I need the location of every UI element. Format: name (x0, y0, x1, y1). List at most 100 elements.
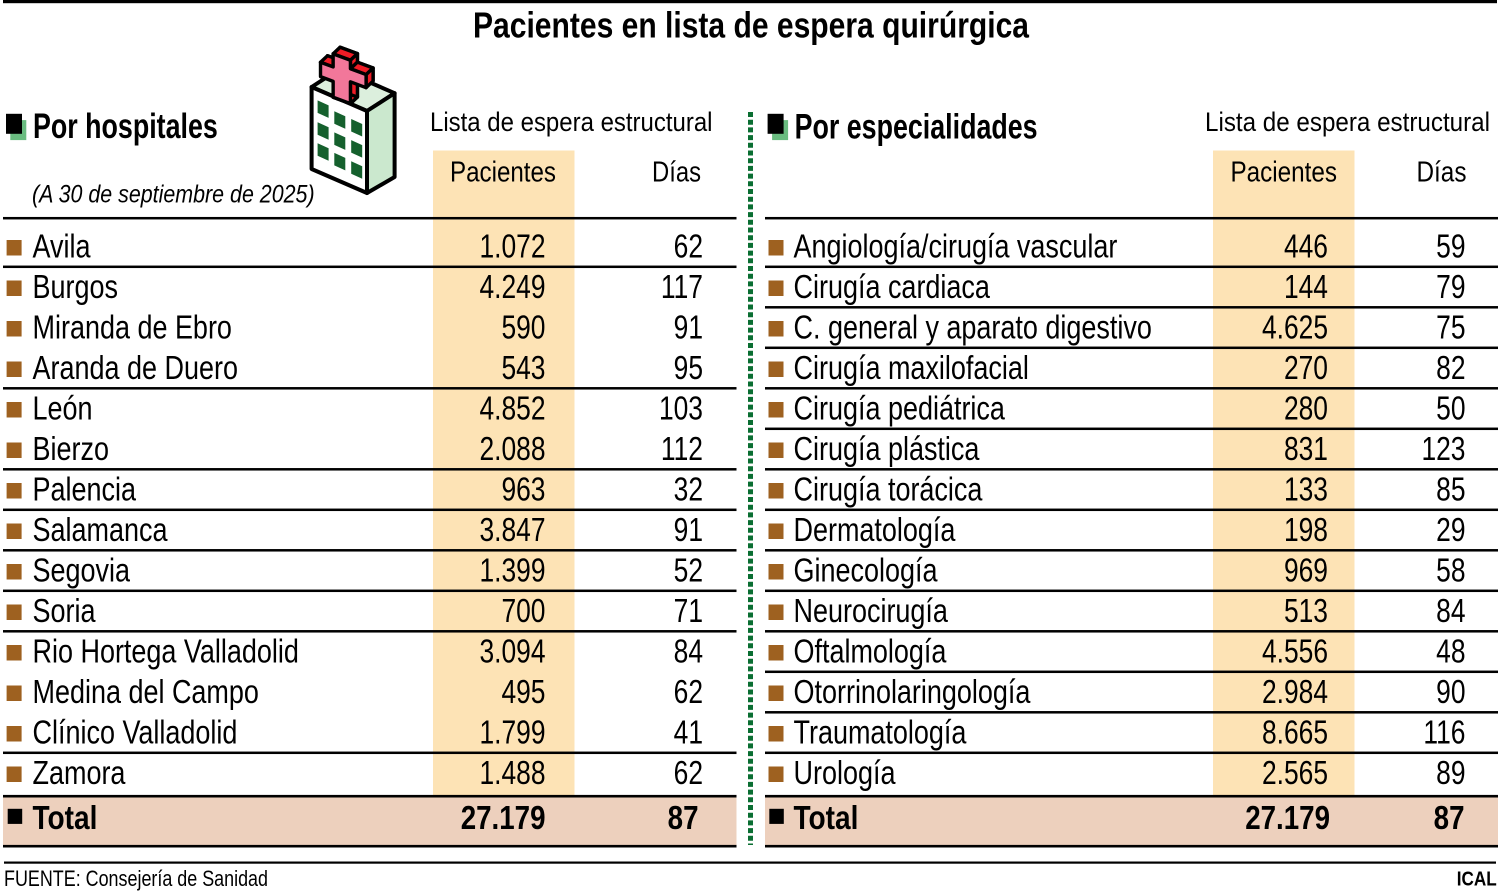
svg-text:Cirugía torácica: Cirugía torácica (794, 472, 983, 508)
svg-text:Palencia: Palencia (33, 472, 137, 508)
svg-text:Burgos: Burgos (33, 270, 118, 306)
svg-text:Zamora: Zamora (33, 756, 126, 792)
svg-text:112: 112 (661, 431, 703, 467)
svg-text:270: 270 (1284, 350, 1328, 386)
svg-text:123: 123 (1421, 431, 1465, 467)
svg-text:Miranda de Ebro: Miranda de Ebro (33, 310, 232, 346)
svg-text:Lista de espera estructural: Lista de espera estructural (430, 107, 713, 137)
svg-text:Cirugía pediátrica: Cirugía pediátrica (794, 391, 1006, 427)
svg-text:590: 590 (501, 310, 545, 346)
svg-text:48: 48 (1436, 634, 1465, 670)
svg-text:84: 84 (1436, 593, 1465, 629)
svg-text:ICAL: ICAL (1457, 868, 1497, 890)
svg-text:543: 543 (501, 350, 545, 386)
svg-text:71: 71 (674, 593, 703, 629)
svg-text:62: 62 (674, 755, 703, 791)
svg-text:831: 831 (1284, 431, 1328, 467)
svg-text:85: 85 (1436, 472, 1465, 508)
svg-text:Segovia: Segovia (33, 553, 131, 589)
svg-text:Total: Total (33, 800, 98, 837)
svg-text:Días: Días (1417, 157, 1467, 189)
svg-text:75: 75 (1436, 310, 1465, 346)
svg-text:62: 62 (674, 674, 703, 710)
svg-text:Días: Días (652, 157, 701, 189)
svg-text:495: 495 (501, 674, 545, 710)
svg-text:27.179: 27.179 (461, 800, 546, 837)
svg-text:117: 117 (661, 269, 703, 305)
svg-text:82: 82 (1436, 350, 1465, 386)
svg-text:95: 95 (674, 350, 703, 386)
svg-text:Cirugía cardiaca: Cirugía cardiaca (794, 270, 991, 306)
svg-text:2.984: 2.984 (1262, 674, 1328, 710)
svg-text:Pacientes: Pacientes (450, 157, 556, 189)
svg-text:59: 59 (1436, 229, 1465, 265)
svg-text:91: 91 (674, 310, 703, 346)
svg-text:87: 87 (668, 800, 699, 837)
svg-text:2.565: 2.565 (1262, 755, 1328, 791)
svg-text:116: 116 (1423, 715, 1465, 751)
svg-text:Pacientes: Pacientes (1231, 157, 1338, 189)
svg-text:Avila: Avila (33, 229, 91, 265)
svg-text:89: 89 (1436, 755, 1465, 791)
svg-text:4.625: 4.625 (1262, 310, 1328, 346)
svg-text:52: 52 (674, 553, 703, 589)
svg-text:Cirugía maxilofacial: Cirugía maxilofacial (794, 351, 1029, 387)
svg-text:Pacientes en lista de espera q: Pacientes en lista de espera quirúrgica (473, 5, 1030, 46)
svg-text:969: 969 (1284, 553, 1328, 589)
svg-text:Medina del Campo: Medina del Campo (33, 675, 259, 711)
svg-text:90: 90 (1436, 674, 1465, 710)
svg-text:Total: Total (794, 800, 859, 837)
svg-text:2.088: 2.088 (479, 431, 545, 467)
svg-text:29: 29 (1436, 512, 1465, 548)
svg-text:Ginecología: Ginecología (794, 553, 938, 589)
svg-text:62: 62 (674, 229, 703, 265)
svg-text:198: 198 (1284, 512, 1328, 548)
svg-text:Salamanca: Salamanca (33, 513, 168, 549)
svg-text:1.072: 1.072 (479, 229, 545, 265)
svg-text:Lista de espera estructural: Lista de espera estructural (1205, 107, 1490, 137)
svg-text:1.799: 1.799 (479, 715, 545, 751)
svg-text:4.852: 4.852 (479, 391, 545, 427)
svg-text:3.094: 3.094 (479, 634, 545, 670)
svg-text:513: 513 (1284, 593, 1328, 629)
svg-text:144: 144 (1284, 269, 1328, 305)
svg-text:32: 32 (674, 472, 703, 508)
svg-text:50: 50 (1436, 391, 1465, 427)
svg-text:446: 446 (1284, 229, 1328, 265)
svg-text:Urología: Urología (794, 756, 896, 792)
svg-text:280: 280 (1284, 391, 1328, 427)
svg-text:Neurocirugía: Neurocirugía (794, 594, 949, 630)
svg-text:Angiología/cirugía vascular: Angiología/cirugía vascular (794, 229, 1118, 265)
svg-text:41: 41 (674, 715, 703, 751)
svg-text:Rio Hortega Valladolid: Rio Hortega Valladolid (33, 634, 299, 670)
svg-text:Clínico Valladolid: Clínico Valladolid (33, 715, 238, 751)
svg-text:Oftalmología: Oftalmología (794, 634, 947, 670)
svg-text:(A 30 de septiembre de 2025): (A 30 de septiembre de 2025) (32, 180, 315, 208)
svg-text:Traumatología: Traumatología (794, 715, 967, 751)
svg-text:87: 87 (1434, 800, 1465, 837)
svg-text:Soria: Soria (33, 594, 96, 630)
svg-text:58: 58 (1436, 553, 1465, 589)
svg-text:133: 133 (1284, 472, 1328, 508)
svg-text:Cirugía plástica: Cirugía plástica (794, 432, 980, 468)
svg-text:Por especialidades: Por especialidades (795, 108, 1038, 147)
svg-text:3.847: 3.847 (479, 512, 545, 548)
svg-text:103: 103 (659, 391, 703, 427)
svg-text:4.249: 4.249 (479, 269, 545, 305)
svg-text:Aranda de Duero: Aranda de Duero (33, 351, 238, 387)
svg-text:8.665: 8.665 (1262, 715, 1328, 751)
svg-text:963: 963 (501, 472, 545, 508)
svg-text:Por hospitales: Por hospitales (33, 107, 218, 146)
svg-text:27.179: 27.179 (1245, 800, 1330, 837)
svg-text:79: 79 (1436, 269, 1465, 305)
svg-text:Bierzo: Bierzo (33, 432, 109, 468)
svg-text:Dermatología: Dermatología (794, 513, 956, 549)
svg-text:4.556: 4.556 (1262, 634, 1328, 670)
svg-text:Otorrinolaringología: Otorrinolaringología (794, 675, 1031, 711)
svg-text:C. general y aparato digestivo: C. general y aparato digestivo (794, 310, 1152, 346)
svg-text:700: 700 (501, 593, 545, 629)
svg-text:1.399: 1.399 (479, 553, 545, 589)
svg-text:1.488: 1.488 (479, 755, 545, 791)
svg-text:FUENTE: Consejería de Sanidad: FUENTE: Consejería de Sanidad (4, 866, 268, 891)
svg-text:León: León (33, 391, 93, 427)
